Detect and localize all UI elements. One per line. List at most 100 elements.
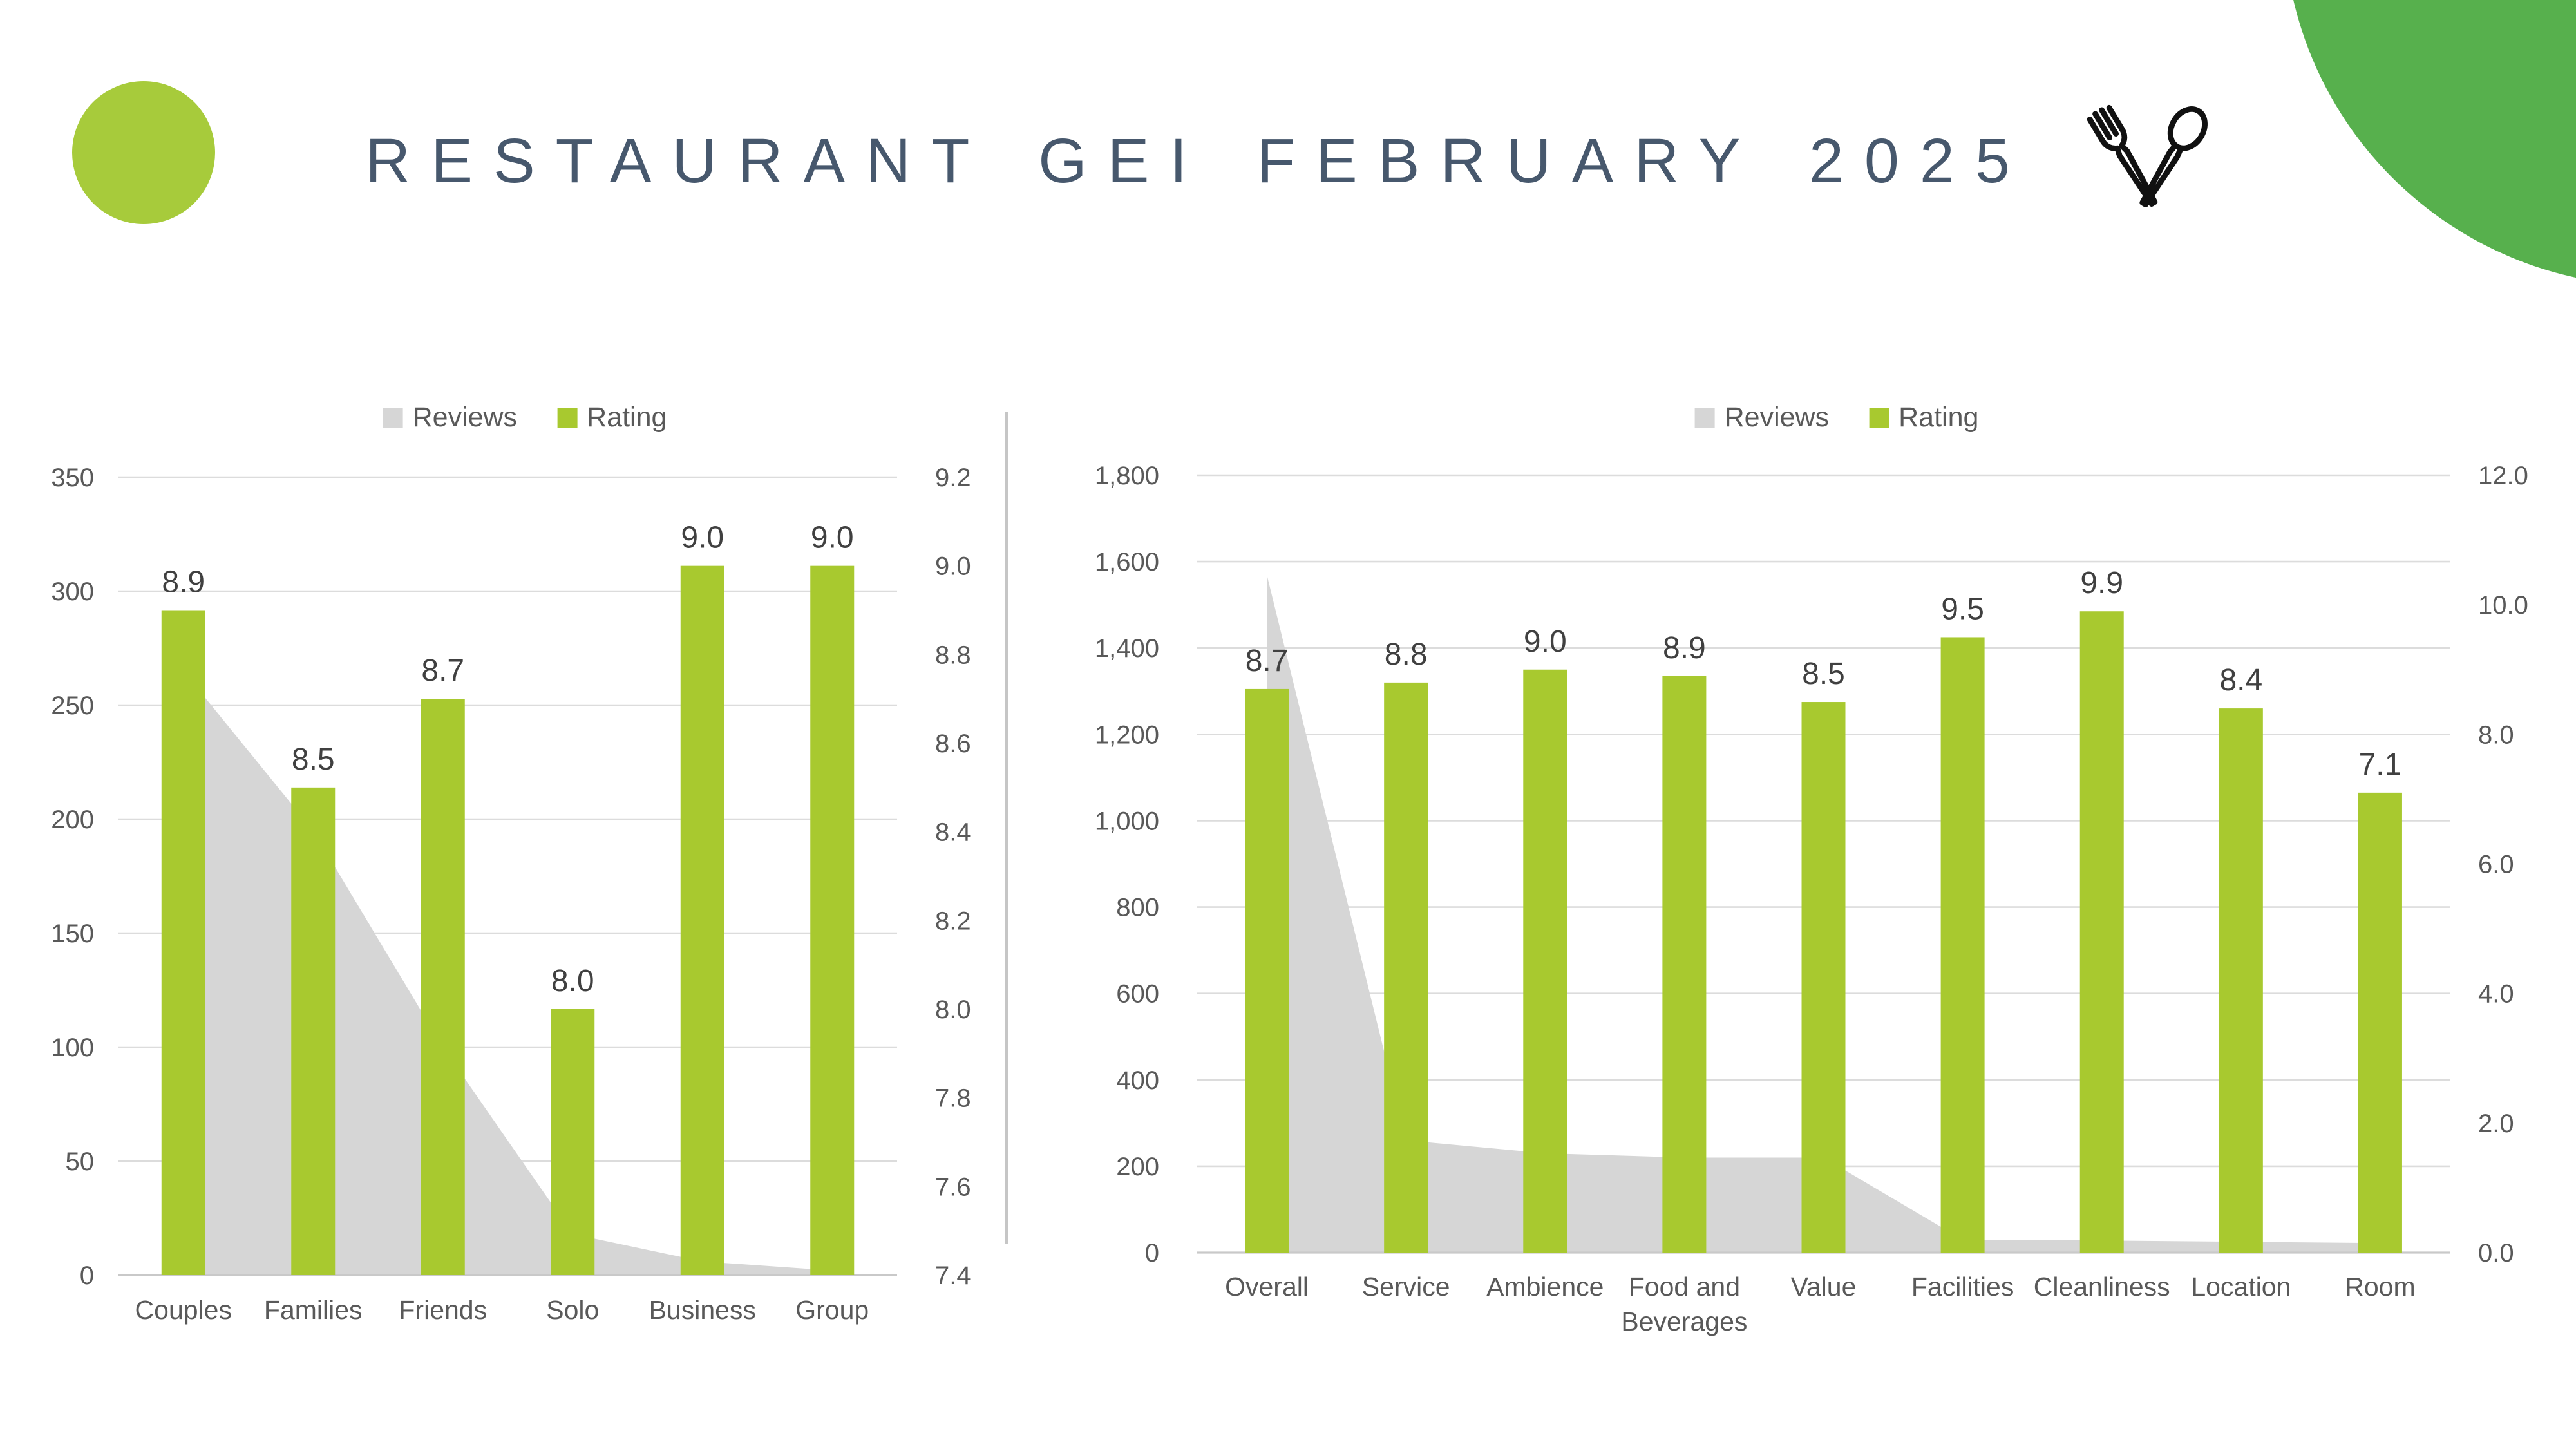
- bar-data-label: 8.9: [162, 565, 205, 600]
- axis-tick-label: 8.0: [935, 996, 971, 1024]
- axis-tick-label: 7.4: [935, 1262, 971, 1290]
- right-axis-tick-labels: 7.4 7.6 7.8 8.0 8.2 8.4 8.6 8.8 9.0 9.2: [935, 464, 971, 1290]
- axis-tick-label: 12.0: [2478, 462, 2528, 490]
- axis-tick-label: 1,200: [1095, 721, 1159, 749]
- rating-bar: [161, 610, 205, 1275]
- axis-tick-label: 400: [1116, 1066, 1159, 1095]
- legend-left-chart: Reviews Rating: [383, 397, 667, 438]
- rating-bar: [2358, 792, 2402, 1253]
- category-labels: Couples Families Friends Solo Business Group: [135, 1295, 869, 1325]
- category-label: Friends: [399, 1295, 487, 1325]
- axis-tick-label: 8.2: [935, 907, 971, 935]
- rating-bar: [1940, 637, 1985, 1253]
- bar-data-label: 9.0: [1524, 625, 1567, 659]
- category-label: Food and Beverages: [1621, 1272, 1747, 1336]
- rating-bar: [1801, 702, 1846, 1253]
- bar-data-label: 8.0: [551, 964, 594, 998]
- axis-tick-label: 1,600: [1095, 548, 1159, 576]
- category-label: Couples: [135, 1295, 232, 1325]
- axis-tick-label: 50: [66, 1148, 95, 1176]
- legend-item-rating: Rating: [557, 401, 667, 433]
- axis-tick-label: 8.8: [935, 641, 971, 669]
- category-label: Service: [1362, 1272, 1450, 1302]
- legend-item-rating: Rating: [1869, 401, 1979, 433]
- bar-data-label: 8.5: [1802, 657, 1845, 691]
- axis-tick-label: 1,400: [1095, 634, 1159, 663]
- bar-data-label: 8.7: [1245, 644, 1289, 678]
- axis-tick-label: 7.6: [935, 1173, 971, 1201]
- category-label: Facilities: [1911, 1272, 2014, 1302]
- combo-chart: 8.9 8.5 8.7 8.0 9.0 9.0 0 50 100 150 200 250 300 350 7…: [51, 464, 971, 1325]
- rating-bar: [810, 565, 855, 1275]
- axis-tick-label: 0: [1145, 1239, 1159, 1267]
- rating-bar: [291, 787, 336, 1275]
- bar-data-label: 9.9: [2080, 566, 2123, 600]
- axis-tick-label: 350: [51, 464, 94, 492]
- axis-tick-label: 6.0: [2478, 851, 2514, 879]
- page-title: RESTAURANT GEI FEBRUARY 2025: [365, 126, 2031, 196]
- data-labels: 8.9 8.5 8.7 8.0 9.0 9.0: [162, 521, 853, 998]
- bar-data-label: 9.0: [681, 521, 724, 555]
- chart-divider: [1005, 412, 1008, 1244]
- axis-tick-label: 250: [51, 692, 94, 720]
- legend-item-reviews: Reviews: [383, 401, 518, 433]
- legend-right-chart: Reviews Rating: [1694, 397, 1979, 438]
- axis-tick-label: 200: [51, 806, 94, 834]
- legend-label: Rating: [1899, 401, 1979, 433]
- axis-tick-label: 8.6: [935, 730, 971, 758]
- axis-tick-label: 9.2: [935, 464, 971, 492]
- axis-tick-label: 2.0: [2478, 1110, 2514, 1138]
- bar-data-label: 8.5: [292, 743, 335, 777]
- left-axis-tick-labels: 0 50 100 150 200 250 300 350: [51, 464, 94, 1290]
- category-label: Ambience: [1486, 1272, 1604, 1302]
- axis-tick-label: 9.0: [935, 553, 971, 581]
- category-label: Room: [2345, 1272, 2415, 1302]
- category-label: Group: [795, 1295, 869, 1325]
- axis-tick-label: 150: [51, 920, 94, 948]
- axis-tick-label: 10.0: [2478, 591, 2528, 620]
- rating-bar: [421, 699, 465, 1275]
- category-label: Families: [264, 1295, 363, 1325]
- axis-tick-label: 600: [1116, 980, 1159, 1009]
- rating-bar: [551, 1009, 595, 1275]
- axis-tick-label: 1,800: [1095, 462, 1159, 490]
- rating-bar: [2079, 611, 2124, 1253]
- axis-tick-label: 0: [80, 1262, 94, 1290]
- reviews-swatch-icon: [1694, 407, 1715, 428]
- fork-and-spoon-icon: [2087, 104, 2208, 207]
- right-axis-tick-labels: 0.0 2.0 4.0 6.0 8.0 10.0 12.0: [2478, 462, 2528, 1267]
- axis-tick-label: 8.4: [935, 819, 971, 847]
- bar-data-label: 9.0: [811, 521, 854, 555]
- legend-label: Reviews: [1724, 401, 1830, 433]
- axis-tick-label: 8.0: [2478, 721, 2514, 749]
- bar-data-label: 7.1: [2359, 748, 2402, 782]
- rating-bar: [1523, 669, 1567, 1253]
- axis-tick-label: 100: [51, 1034, 94, 1062]
- rating-bar: [2219, 708, 2263, 1253]
- axis-tick-label: 4.0: [2478, 980, 2514, 1009]
- accent-circle-decoration: [72, 81, 215, 224]
- category-label: Value: [1791, 1272, 1857, 1302]
- bar-data-label: 8.4: [2219, 663, 2262, 697]
- rating-swatch-icon: [1869, 407, 1889, 428]
- rating-bar: [1384, 682, 1428, 1253]
- axis-tick-label: 0.0: [2478, 1239, 2514, 1267]
- category-labels: Overall Service Ambience Food and Beverages V…: [1225, 1272, 2416, 1336]
- category-label: Location: [2191, 1272, 2291, 1302]
- rating-bars: [1245, 611, 2402, 1253]
- rating-bar: [1662, 676, 1707, 1253]
- legend-label: Rating: [587, 401, 667, 433]
- bar-data-label: 8.8: [1385, 638, 1428, 672]
- fork-icon: [2087, 104, 2158, 207]
- bar-data-label: 9.5: [1941, 592, 1984, 626]
- category-label: Cleanliness: [2034, 1272, 2170, 1302]
- legend-label: Reviews: [412, 401, 518, 433]
- category-label: Business: [649, 1295, 756, 1325]
- category-label: Overall: [1225, 1272, 1309, 1302]
- axis-tick-label: 1,000: [1095, 807, 1159, 835]
- left-axis-tick-labels: 0 200 400 600 800 1,000 1,200 1,400 1,600 1,800: [1095, 462, 1159, 1267]
- header: RESTAURANT GEI FEBRUARY 2025: [0, 97, 2576, 225]
- rating-bar: [680, 565, 724, 1275]
- reviews-area: [183, 670, 833, 1275]
